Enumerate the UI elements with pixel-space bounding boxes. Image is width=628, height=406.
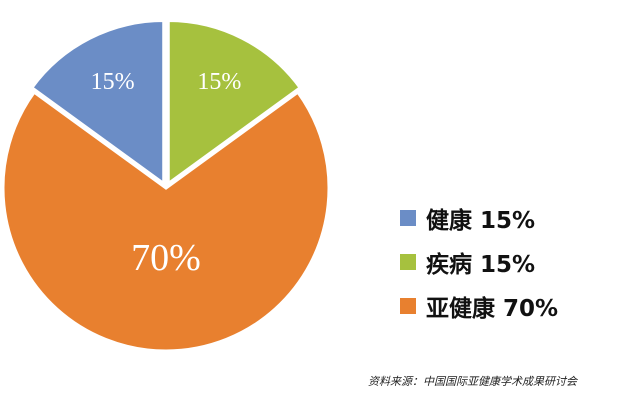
legend-swatch-subhealth [400, 298, 416, 314]
legend-item-disease: 疾病 15% [400, 240, 558, 284]
legend: 健康 15% 疾病 15% 亚健康 70% [400, 196, 558, 328]
legend-label-disease: 疾病 15% [426, 252, 536, 278]
slice-label-disease: 15% [197, 69, 241, 95]
slice-label-subhealth: 70% [131, 237, 201, 279]
pie-slice-disease [166, 19, 303, 187]
legend-item-subhealth: 亚健康 70% [400, 284, 558, 328]
legend-item-health: 健康 15% [400, 196, 558, 240]
pie-slice-health [29, 19, 166, 187]
slice-label-health: 15% [91, 69, 135, 95]
pie-slice-subhealth [1, 90, 331, 353]
legend-swatch-health [400, 210, 416, 226]
legend-swatch-disease [400, 254, 416, 270]
legend-label-health: 健康 15% [426, 208, 536, 234]
legend-label-subhealth: 亚健康 70% [426, 296, 559, 322]
source-note: 资料来源：中国国际亚健康学术成果研讨会 [368, 375, 577, 388]
